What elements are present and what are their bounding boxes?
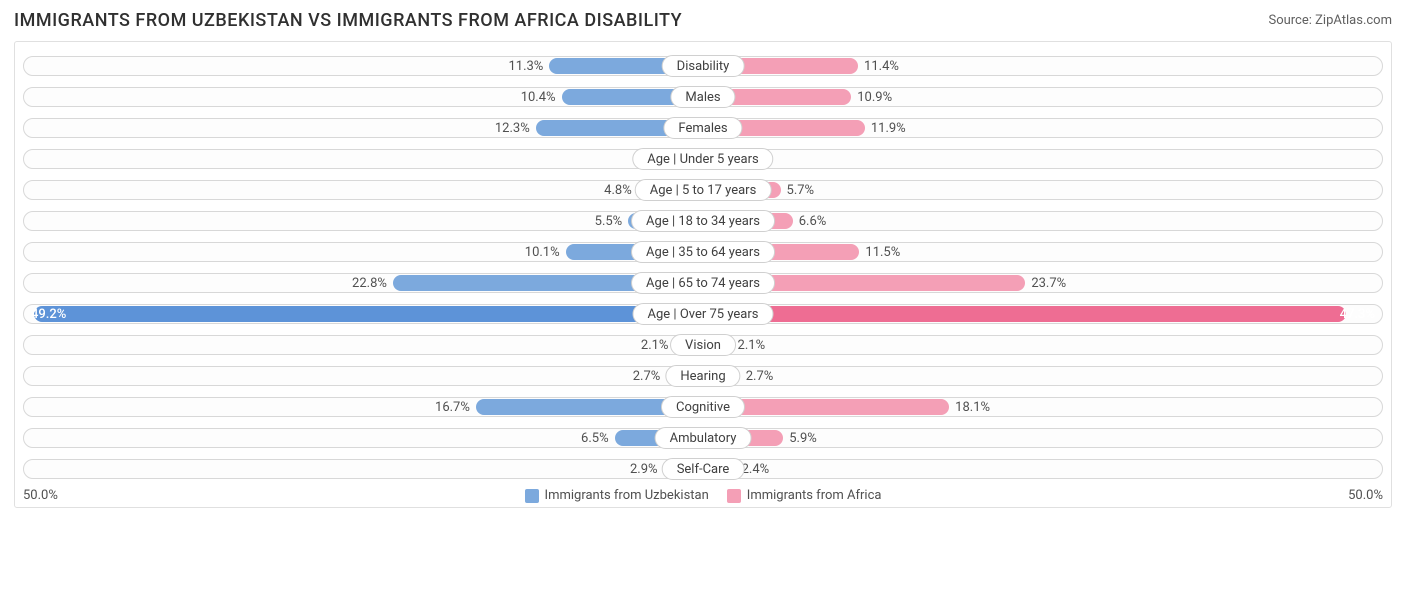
value-label-left: 11.3% xyxy=(508,53,543,79)
category-label: Cognitive xyxy=(661,396,745,418)
chart-row: 12.3% 11.9% Females xyxy=(23,115,1383,141)
chart-row: 49.2% 47.3% Age | Over 75 years xyxy=(23,301,1383,327)
value-label-right: 47.3% xyxy=(1340,301,1375,327)
value-label-right: 5.9% xyxy=(789,425,817,451)
chart-row: 2.7%2.7%Hearing xyxy=(23,363,1383,389)
value-label-right: 23.7% xyxy=(1031,270,1066,296)
value-label-left: 12.3% xyxy=(495,115,530,141)
chart-title: IMMIGRANTS FROM UZBEKISTAN VS IMMIGRANTS… xyxy=(14,10,682,31)
axis-right-label: 50.0% xyxy=(1348,488,1383,503)
chart-footer: 50.0% Immigrants from Uzbekistan Immigra… xyxy=(15,488,1391,503)
value-label-left: 49.2% xyxy=(31,301,66,327)
value-label-left: 22.8% xyxy=(352,270,387,296)
chart-row: 5.5% 6.6% Age | 18 to 34 years xyxy=(23,208,1383,234)
chart-row: 11.3% 11.4% Disability xyxy=(23,53,1383,79)
chart-row: 4.8% 5.7% Age | 5 to 17 years xyxy=(23,177,1383,203)
axis-left-label: 50.0% xyxy=(23,488,58,503)
legend-item-right: Immigrants from Africa xyxy=(727,488,882,503)
legend-swatch-right xyxy=(727,489,741,503)
legend: Immigrants from Uzbekistan Immigrants fr… xyxy=(58,488,1348,503)
value-label-right: 5.7% xyxy=(787,177,815,203)
value-label-right: 11.4% xyxy=(864,53,899,79)
category-label: Vision xyxy=(670,334,736,356)
bar-left xyxy=(34,306,703,322)
chart-source: Source: ZipAtlas.com xyxy=(1268,13,1392,28)
value-label-left: 4.8% xyxy=(604,177,632,203)
category-label: Age | Under 5 years xyxy=(632,148,773,170)
value-label-left: 6.5% xyxy=(581,425,609,451)
legend-item-left: Immigrants from Uzbekistan xyxy=(525,488,709,503)
category-label: Disability xyxy=(662,55,745,77)
value-label-left: 10.1% xyxy=(525,239,560,265)
rows-container: 11.3% 11.4% Disability 10.4% 10.9% Males 12.3%… xyxy=(15,53,1391,482)
category-label: Age | Over 75 years xyxy=(633,303,774,325)
chart-area: 11.3% 11.4% Disability 10.4% 10.9% Males 12.3%… xyxy=(14,41,1392,508)
chart-row: 22.8% 23.7% Age | 65 to 74 years xyxy=(23,270,1383,296)
value-label-right: 11.5% xyxy=(865,239,900,265)
value-label-left: 2.7% xyxy=(633,363,661,389)
legend-label-right: Immigrants from Africa xyxy=(747,488,882,503)
chart-row: 10.1% 11.5% Age | 35 to 64 years xyxy=(23,239,1383,265)
value-label-right: 18.1% xyxy=(955,394,990,420)
category-label: Age | 35 to 64 years xyxy=(631,241,775,263)
category-label: Females xyxy=(663,117,742,139)
category-label: Age | 5 to 17 years xyxy=(635,179,772,201)
chart-row: 16.7% 18.1% Cognitive xyxy=(23,394,1383,420)
value-label-right: 10.9% xyxy=(857,84,892,110)
category-label: Age | 18 to 34 years xyxy=(631,210,775,232)
value-label-left: 2.1% xyxy=(641,332,669,358)
chart-row: 2.9% 2.4%Self-Care xyxy=(23,456,1383,482)
category-label: Hearing xyxy=(665,365,740,387)
value-label-left: 5.5% xyxy=(595,208,623,234)
value-label-right: 2.4% xyxy=(742,456,770,482)
value-label-right: 2.7% xyxy=(746,363,774,389)
category-label: Age | 65 to 74 years xyxy=(631,272,775,294)
value-label-left: 16.7% xyxy=(435,394,470,420)
category-label: Self-Care xyxy=(662,458,745,480)
chart-header: IMMIGRANTS FROM UZBEKISTAN VS IMMIGRANTS… xyxy=(14,10,1392,31)
chart-row: 0.85%1.2%Age | Under 5 years xyxy=(23,146,1383,172)
legend-swatch-left xyxy=(525,489,539,503)
value-label-left: 2.9% xyxy=(630,456,658,482)
bar-right xyxy=(703,306,1346,322)
chart-row: 2.1% 2.1%Vision xyxy=(23,332,1383,358)
category-label: Males xyxy=(670,86,735,108)
legend-label-left: Immigrants from Uzbekistan xyxy=(545,488,709,503)
value-label-right: 2.1% xyxy=(738,332,766,358)
value-label-right: 11.9% xyxy=(871,115,906,141)
value-label-left: 10.4% xyxy=(521,84,556,110)
value-label-right: 6.6% xyxy=(799,208,827,234)
chart-row: 6.5% 5.9% Ambulatory xyxy=(23,425,1383,451)
category-label: Ambulatory xyxy=(655,427,752,449)
chart-row: 10.4% 10.9% Males xyxy=(23,84,1383,110)
